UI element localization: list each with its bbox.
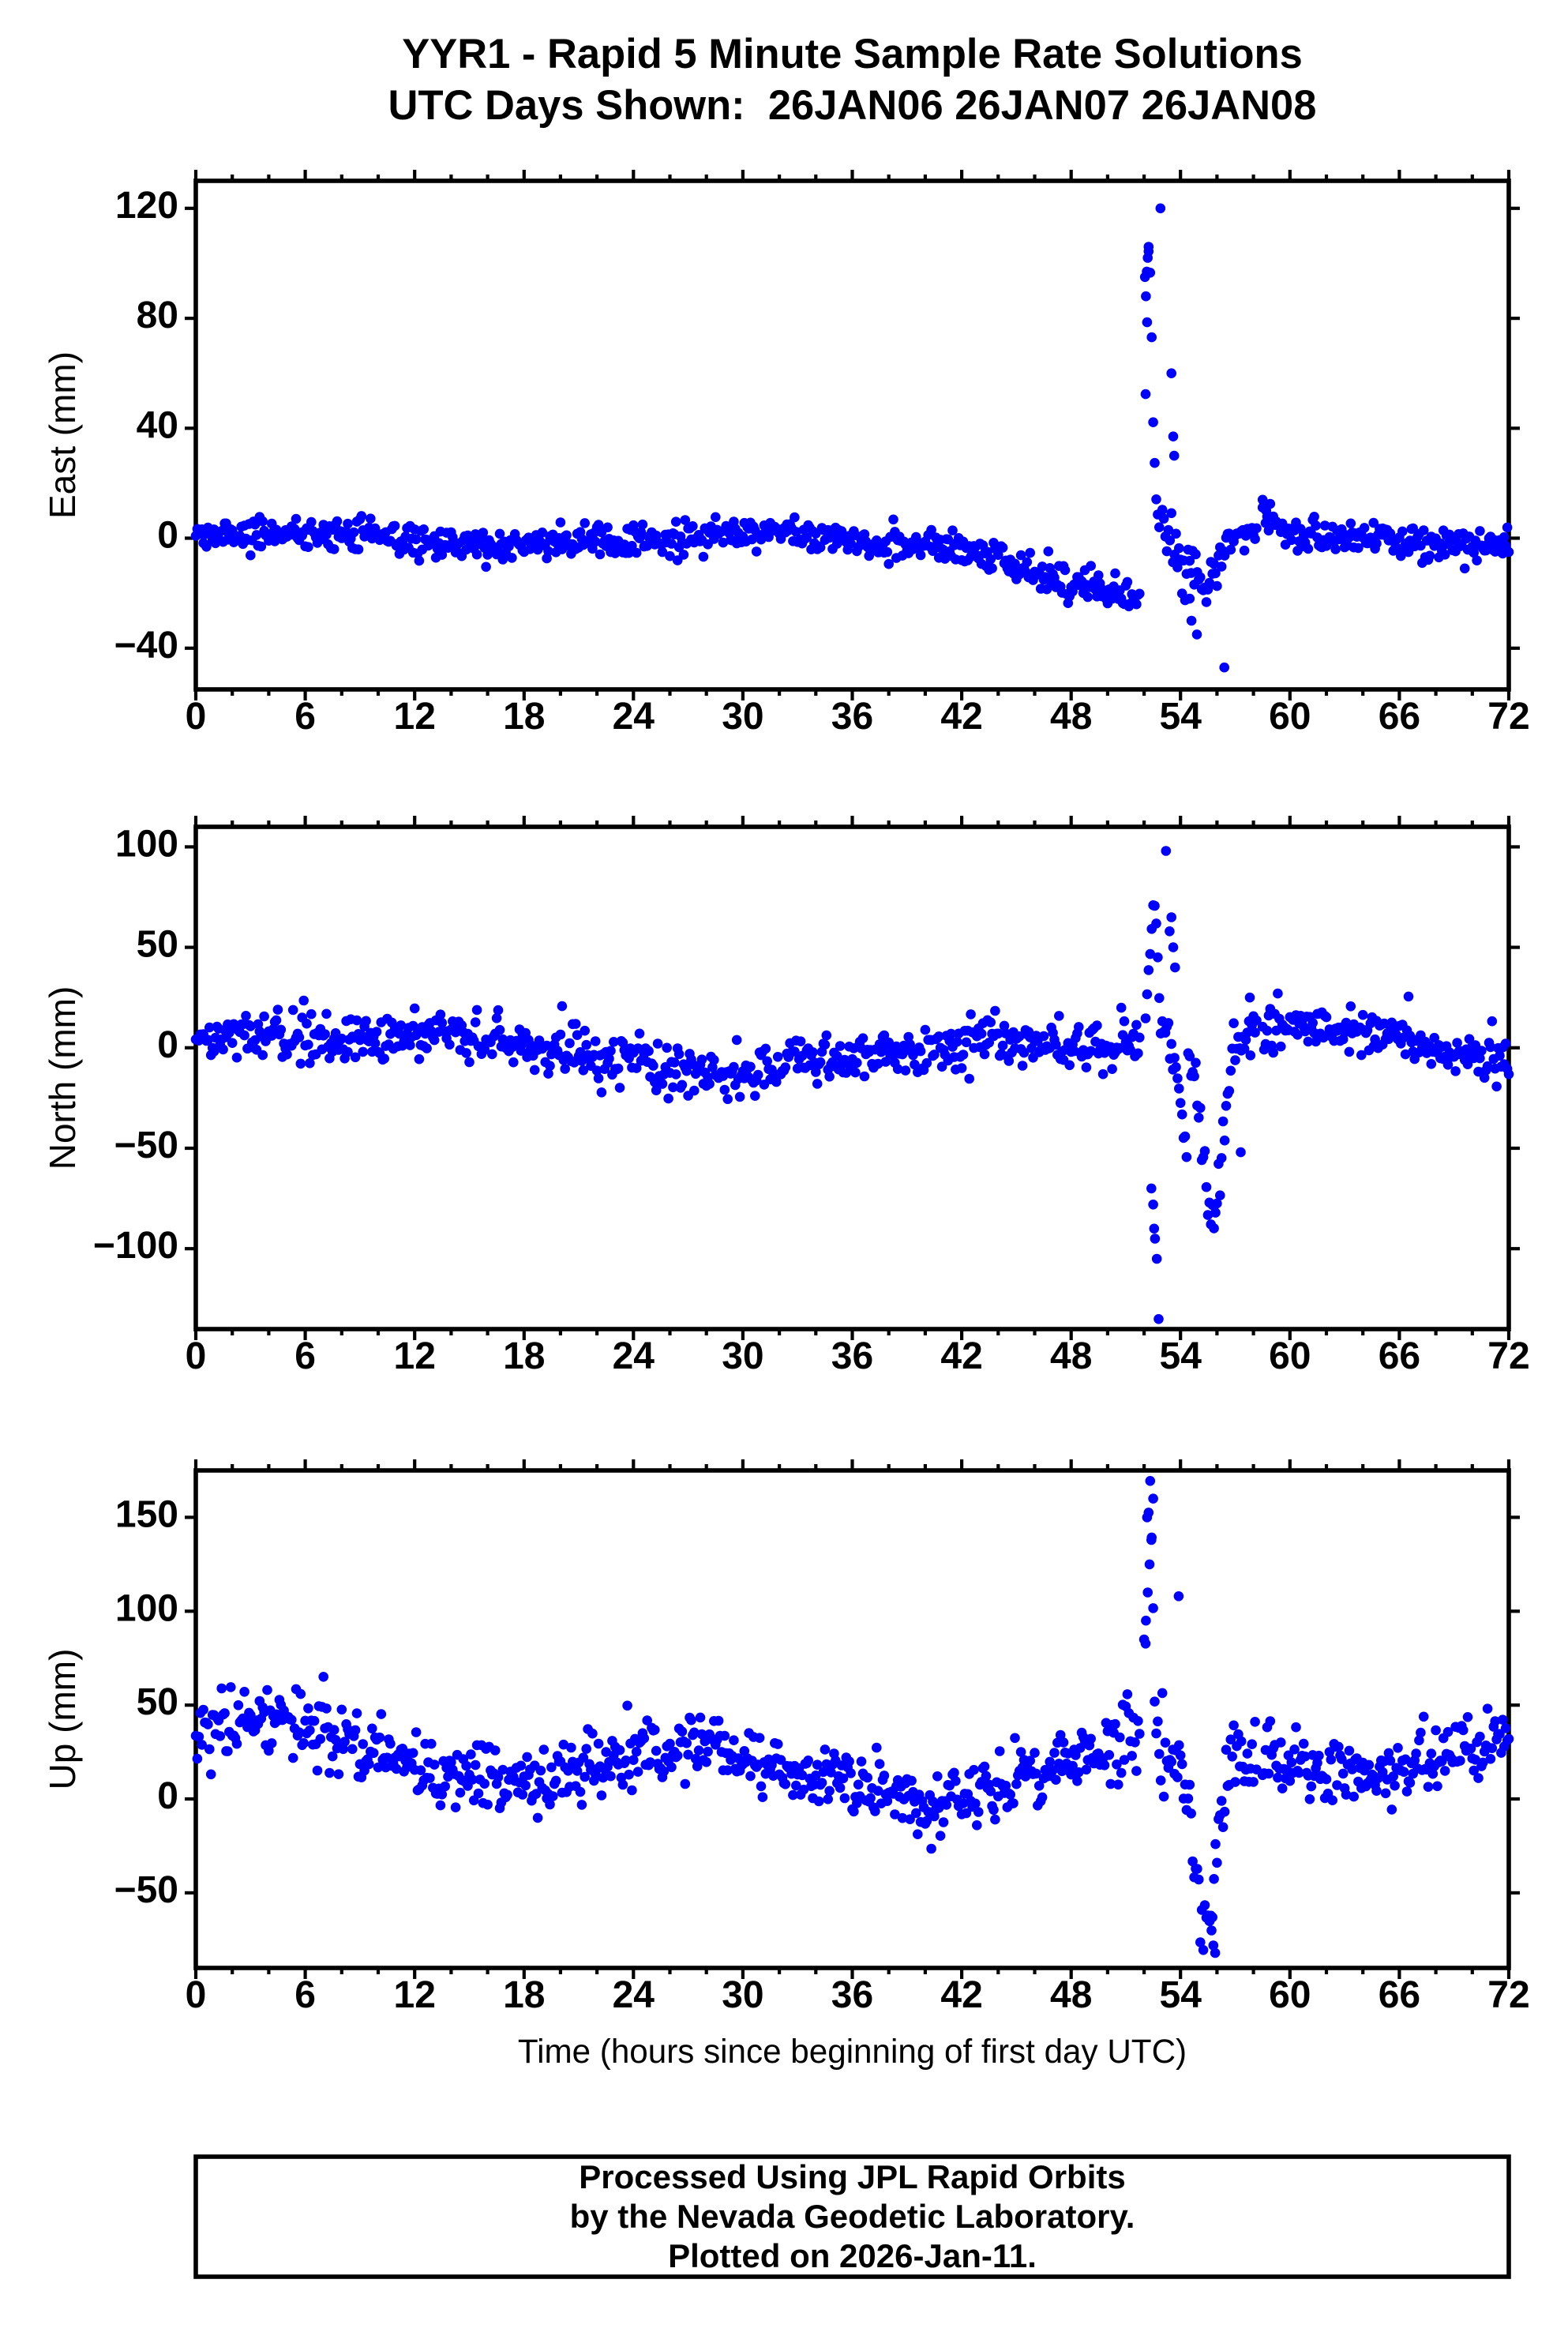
svg-text:42: 42 (940, 1974, 982, 2016)
svg-text:−50: −50 (114, 1869, 178, 1911)
svg-text:48: 48 (1050, 696, 1092, 738)
svg-text:100: 100 (115, 1587, 178, 1629)
svg-text:18: 18 (503, 696, 545, 738)
svg-text:UTC Days Shown: 26JAN06 26JAN: UTC Days Shown: 26JAN06 26JAN07 26JAN08 (388, 82, 1317, 129)
svg-text:Up (mm): Up (mm) (42, 1649, 83, 1790)
svg-text:18: 18 (503, 1974, 545, 2016)
svg-text:−50: −50 (114, 1125, 178, 1166)
svg-text:0: 0 (186, 1335, 207, 1377)
svg-text:54: 54 (1160, 696, 1202, 738)
svg-text:66: 66 (1379, 696, 1420, 738)
svg-text:North (mm): North (mm) (42, 986, 83, 1170)
svg-text:−40: −40 (114, 625, 178, 667)
svg-text:0: 0 (186, 1974, 207, 2016)
svg-text:54: 54 (1160, 1335, 1202, 1377)
svg-text:0: 0 (157, 515, 178, 557)
svg-text:66: 66 (1379, 1974, 1420, 2016)
svg-text:50: 50 (137, 1681, 178, 1723)
svg-text:30: 30 (722, 1974, 763, 2016)
svg-text:50: 50 (137, 924, 178, 966)
svg-text:24: 24 (613, 696, 655, 738)
svg-text:120: 120 (115, 185, 178, 227)
svg-text:30: 30 (722, 1335, 763, 1377)
svg-text:by the Nevada Geodetic Laborat: by the Nevada Geodetic Laboratory. (570, 2198, 1135, 2235)
svg-text:72: 72 (1487, 696, 1529, 738)
svg-text:24: 24 (613, 1974, 655, 2016)
svg-text:80: 80 (137, 295, 178, 336)
svg-text:72: 72 (1487, 1974, 1529, 2016)
svg-text:48: 48 (1050, 1974, 1092, 2016)
svg-text:42: 42 (940, 696, 982, 738)
svg-text:66: 66 (1379, 1335, 1420, 1377)
svg-text:YYR1 - Rapid 5 Minute Sample R: YYR1 - Rapid 5 Minute Sample Rate Soluti… (402, 31, 1303, 77)
svg-text:42: 42 (940, 1335, 982, 1377)
svg-text:36: 36 (831, 1335, 873, 1377)
svg-text:12: 12 (394, 696, 436, 738)
svg-text:0: 0 (157, 1024, 178, 1066)
svg-text:24: 24 (613, 1335, 655, 1377)
svg-text:60: 60 (1269, 1974, 1311, 2016)
svg-text:0: 0 (157, 1775, 178, 1817)
svg-text:0: 0 (186, 696, 207, 738)
svg-text:Time (hours since beginning of: Time (hours since beginning of first day… (518, 2033, 1187, 2070)
svg-text:30: 30 (722, 696, 763, 738)
svg-text:36: 36 (831, 696, 873, 738)
svg-text:East (mm): East (mm) (42, 351, 83, 519)
svg-text:40: 40 (137, 404, 178, 446)
svg-text:48: 48 (1050, 1335, 1092, 1377)
svg-text:36: 36 (831, 1974, 873, 2016)
svg-text:12: 12 (394, 1335, 436, 1377)
svg-text:12: 12 (394, 1974, 436, 2016)
svg-text:18: 18 (503, 1335, 545, 1377)
svg-text:6: 6 (294, 1335, 316, 1377)
svg-text:54: 54 (1160, 1974, 1202, 2016)
svg-text:60: 60 (1269, 696, 1311, 738)
svg-text:−100: −100 (93, 1225, 178, 1267)
svg-text:60: 60 (1269, 1335, 1311, 1377)
svg-text:6: 6 (294, 696, 316, 738)
svg-text:100: 100 (115, 823, 178, 865)
svg-text:150: 150 (115, 1493, 178, 1535)
svg-text:72: 72 (1487, 1335, 1529, 1377)
svg-text:Plotted on 2026-Jan-11.: Plotted on 2026-Jan-11. (668, 2237, 1037, 2274)
svg-text:Processed Using JPL Rapid Orbi: Processed Using JPL Rapid Orbits (579, 2158, 1125, 2195)
svg-text:6: 6 (294, 1974, 316, 2016)
